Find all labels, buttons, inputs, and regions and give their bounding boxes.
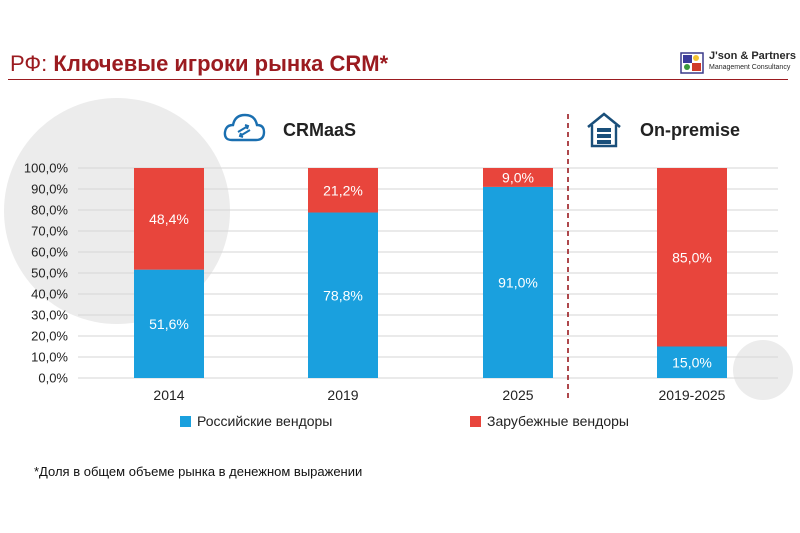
y-tick-label: 100,0% — [24, 161, 69, 176]
data-label: 85,0% — [672, 249, 712, 265]
legend-label-foreign: Зарубежные вендоры — [487, 413, 629, 429]
on-premise-label: On-premise — [640, 120, 741, 140]
footnote: *Доля в общем объеме рынка в денежном вы… — [34, 464, 363, 479]
legend-label-russian: Российские вендоры — [197, 413, 333, 429]
data-label: 21,2% — [323, 182, 363, 198]
data-label: 48,4% — [149, 211, 189, 227]
title-divider — [8, 79, 788, 80]
data-label: 15,0% — [672, 354, 712, 370]
y-tick-label: 70,0% — [31, 224, 68, 239]
data-label: 91,0% — [498, 274, 538, 290]
bar-russian — [134, 269, 204, 378]
legend-swatch-russian — [180, 415, 191, 427]
bar-russian — [483, 186, 553, 378]
decorative-circle-small — [733, 340, 793, 400]
data-label: 51,6% — [149, 316, 189, 332]
x-tick-label: 2019 — [327, 387, 358, 403]
bar-foreign — [483, 168, 553, 187]
company-logo: J'son & Partners Management Consultancy — [680, 46, 798, 76]
bar-russian — [308, 212, 378, 378]
legend-swatch-foreign — [470, 415, 481, 427]
y-tick-label: 50,0% — [31, 266, 68, 281]
y-tick-label: 90,0% — [31, 182, 68, 197]
y-tick-label: 10,0% — [31, 350, 68, 365]
logo-mark-icon — [680, 52, 704, 74]
server-house-icon — [587, 112, 621, 148]
legend-foreign: Зарубежные вендоры — [470, 413, 629, 429]
y-tick-label: 40,0% — [31, 287, 68, 302]
title-prefix: РФ: — [10, 51, 48, 76]
x-tick-label: 2019-2025 — [659, 387, 726, 403]
bar-foreign — [134, 168, 204, 270]
data-label: 9,0% — [502, 169, 534, 185]
y-tick-label: 30,0% — [31, 308, 68, 323]
y-tick-label: 0,0% — [38, 371, 68, 386]
x-tick-label: 2025 — [502, 387, 533, 403]
data-label: 78,8% — [323, 287, 363, 303]
y-tick-label: 20,0% — [31, 329, 68, 344]
bar-russian — [657, 346, 727, 378]
x-tick-label: 2014 — [153, 387, 184, 403]
bar-foreign — [657, 168, 727, 347]
crmaas-label: CRMaaS — [283, 120, 357, 140]
logo-subtitle: Management Consultancy — [709, 64, 791, 71]
y-tick-label: 80,0% — [31, 203, 68, 218]
y-tick-label: 60,0% — [31, 245, 68, 260]
cloud-sync-icon — [223, 113, 266, 142]
page-title: РФ: Ключевые игроки рынка CRM* — [10, 50, 388, 78]
bar-foreign — [308, 168, 378, 213]
legend-russian: Российские вендоры — [180, 413, 332, 429]
title-main: Ключевые игроки рынка CRM* — [53, 51, 389, 76]
logo-name: J'son & Partners — [709, 50, 796, 62]
